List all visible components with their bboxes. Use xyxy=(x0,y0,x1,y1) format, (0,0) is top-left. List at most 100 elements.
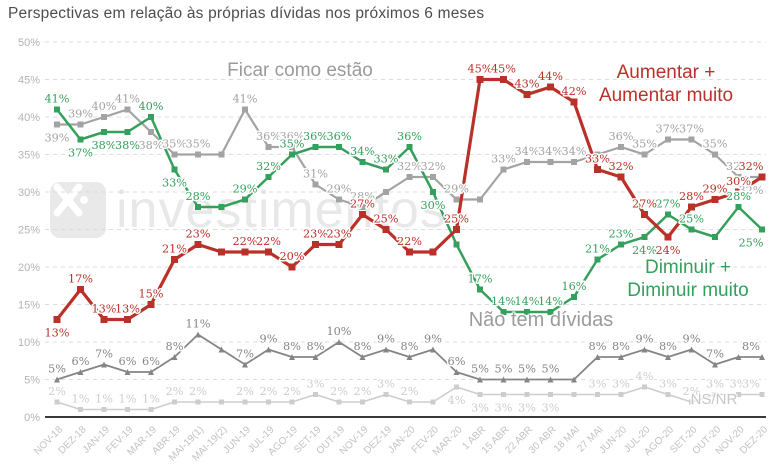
data-label-ficar: 38% xyxy=(138,139,163,152)
data-label-nsnr: 3% xyxy=(612,378,630,391)
data-point-nsnr xyxy=(618,392,624,397)
data-point-nsnr xyxy=(595,392,600,397)
data-point-naotem xyxy=(688,346,695,353)
y-tick-label: 15% xyxy=(18,300,40,312)
data-point-aumentar xyxy=(312,241,319,248)
data-point-diminuir xyxy=(289,151,295,158)
data-point-naotem xyxy=(618,354,624,360)
data-point-naotem xyxy=(547,376,554,383)
data-point-aumentar xyxy=(382,226,390,233)
data-label-ficar: 32% xyxy=(420,160,445,173)
data-label-naotem: 5% xyxy=(495,363,513,376)
data-label-diminuir: 33% xyxy=(373,153,398,166)
data-point-diminuir xyxy=(383,166,389,173)
data-label-diminuir: 14% xyxy=(538,295,563,308)
data-point-aumentar xyxy=(570,98,578,106)
data-point-naotem xyxy=(359,354,366,360)
data-label-nsnr: 3% xyxy=(730,378,748,391)
data-label-ficar: 40% xyxy=(91,100,116,113)
data-label-nsnr: 3% xyxy=(542,402,560,415)
data-label-naotem: 8% xyxy=(283,340,301,353)
data-point-naotem xyxy=(712,361,718,368)
data-label-ficar: 29% xyxy=(444,183,469,196)
data-label-nsnr: 4% xyxy=(448,394,466,407)
data-label-naotem: 8% xyxy=(166,340,184,353)
data-point-diminuir xyxy=(77,136,84,143)
y-tick-label: 35% xyxy=(18,150,40,162)
data-label-naotem: 8% xyxy=(401,340,419,353)
data-label-aumentar: 43% xyxy=(514,78,539,91)
data-label-naotem: 9% xyxy=(424,333,442,346)
data-point-aumentar xyxy=(124,316,131,323)
data-label-diminuir: 14% xyxy=(491,295,516,308)
data-point-nsnr xyxy=(407,399,412,405)
data-label-ficar: 35% xyxy=(702,138,727,151)
data-label-naotem: 9% xyxy=(636,333,654,346)
data-point-aumentar xyxy=(664,233,672,241)
data-point-aumentar xyxy=(100,316,108,323)
data-label-naotem: 5% xyxy=(542,363,560,376)
series-annotation-naotem: Não tem dívidas xyxy=(469,309,614,331)
y-tick-label: 30% xyxy=(18,187,40,199)
data-point-aumentar xyxy=(335,241,343,248)
data-point-naotem xyxy=(571,376,577,383)
data-point-nsnr xyxy=(383,392,389,397)
data-point-ficar xyxy=(618,144,624,150)
data-point-ficar xyxy=(383,189,389,195)
data-point-nsnr xyxy=(759,392,765,397)
data-point-ficar xyxy=(477,196,483,203)
data-point-aumentar xyxy=(218,248,225,256)
data-point-nsnr xyxy=(477,392,483,397)
data-point-aumentar xyxy=(711,196,719,203)
data-label-diminuir: 27% xyxy=(655,198,680,211)
data-label-ficar: 36% xyxy=(608,130,633,143)
data-point-aumentar xyxy=(147,301,155,308)
data-point-ficar xyxy=(406,174,413,180)
data-label-ficar: 34% xyxy=(538,145,563,158)
data-point-ficar xyxy=(195,151,201,158)
data-label-nsnr: 3% xyxy=(518,402,536,415)
data-label-nsnr: 2% xyxy=(683,385,701,398)
data-label-aumentar: 23% xyxy=(303,228,328,241)
data-point-aumentar xyxy=(194,241,202,248)
data-label-nsnr: 1% xyxy=(119,393,137,406)
data-point-ficar xyxy=(712,151,718,158)
data-point-ficar xyxy=(735,174,742,180)
data-label-diminuir: 38% xyxy=(91,139,116,152)
data-label-nsnr: 3% xyxy=(471,402,489,415)
data-point-diminuir xyxy=(453,241,460,248)
data-point-naotem xyxy=(430,346,436,353)
data-point-diminuir xyxy=(524,309,530,315)
data-point-nsnr xyxy=(125,407,130,412)
data-label-nsnr: 1% xyxy=(95,393,113,406)
data-label-nsnr: 2% xyxy=(283,385,301,398)
data-label-diminuir: 30% xyxy=(420,199,445,212)
data-label-ficar: 36% xyxy=(256,130,281,143)
data-point-diminuir xyxy=(218,204,225,210)
data-point-nsnr xyxy=(501,392,506,397)
data-point-aumentar xyxy=(265,248,272,256)
data-point-diminuir xyxy=(54,106,60,113)
data-point-diminuir xyxy=(477,286,483,293)
data-label-nsnr: 3% xyxy=(742,378,760,391)
data-point-aumentar xyxy=(429,248,437,256)
data-label-diminuir: 17% xyxy=(467,273,492,286)
series-annotation-aumentar: Aumentar + xyxy=(617,62,716,83)
data-point-ficar xyxy=(242,106,248,113)
data-point-nsnr xyxy=(78,407,83,412)
data-label-diminuir: 24% xyxy=(632,244,657,257)
data-label-nsnr: 2% xyxy=(48,385,66,398)
data-point-diminuir xyxy=(171,166,178,173)
data-point-ficar xyxy=(101,114,107,120)
data-label-naotem: 6% xyxy=(119,355,137,368)
y-tick-label: 20% xyxy=(18,262,40,274)
data-point-aumentar xyxy=(594,166,601,173)
data-point-diminuir xyxy=(594,256,601,263)
data-point-naotem xyxy=(759,354,765,360)
data-point-diminuir xyxy=(430,189,436,195)
data-point-naotem xyxy=(242,361,248,368)
data-point-naotem xyxy=(594,354,601,360)
data-label-ficar: 33% xyxy=(491,153,516,166)
data-label-diminuir: 36% xyxy=(397,130,422,143)
data-point-ficar xyxy=(336,196,342,203)
